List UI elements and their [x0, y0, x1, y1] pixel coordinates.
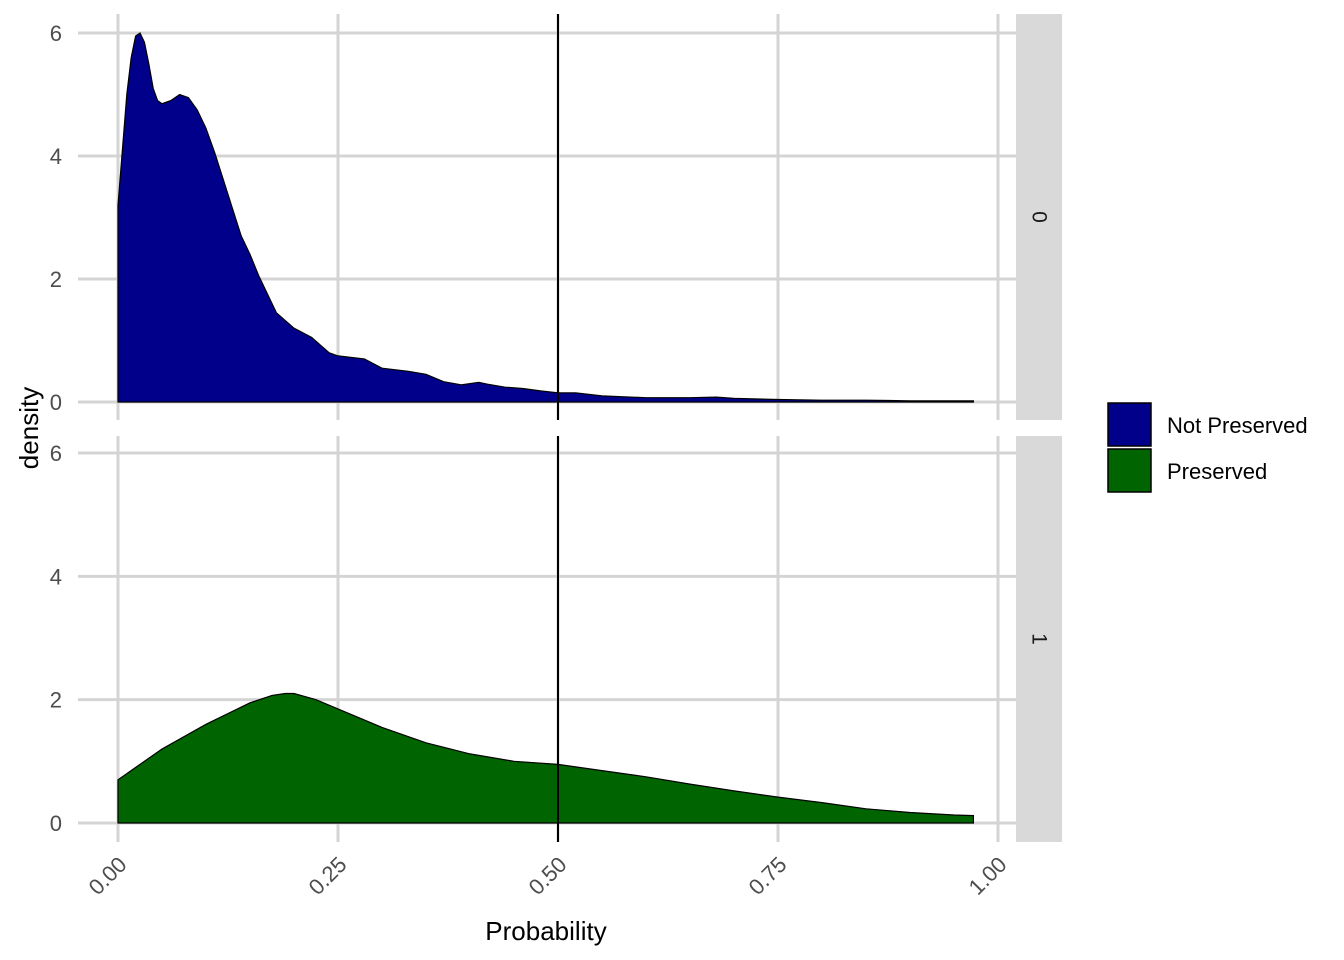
y-tick-label: 4	[50, 144, 62, 169]
y-tick-label: 6	[50, 21, 62, 46]
legend: Not Preserved Preserved	[1107, 402, 1308, 493]
panel-1: 0 2 4 6 1	[50, 436, 1062, 842]
facet-strip-label: 1	[1028, 633, 1051, 645]
x-tick-label: 0.25	[304, 852, 352, 900]
facet-strip-label: 0	[1028, 211, 1051, 223]
panel-0: 0 2 4 6 0	[50, 14, 1062, 420]
x-axis: 0.00 0.25 0.50 0.75 1.00	[84, 852, 1012, 900]
density-area-1	[117, 692, 974, 824]
density-area-0	[117, 32, 974, 403]
facet-strip-0	[1016, 14, 1062, 420]
x-axis-title: Probability	[485, 916, 606, 946]
legend-label: Preserved	[1167, 459, 1267, 484]
legend-label: Not Preserved	[1167, 413, 1308, 438]
x-tick-label: 0.50	[524, 852, 572, 900]
y-tick-label: 2	[50, 688, 62, 713]
y-tick-label: 6	[50, 441, 62, 466]
legend-swatch	[1107, 448, 1152, 493]
panels-layer: 0 2 4 6 0 0 2 4 6 1	[50, 14, 1062, 842]
y-tick-label: 0	[50, 811, 62, 836]
y-tick-label: 2	[50, 267, 62, 292]
x-tick-label: 0.00	[84, 852, 132, 900]
y-axis-title: density	[14, 387, 44, 469]
legend-swatch	[1107, 402, 1152, 447]
y-tick-label: 4	[50, 564, 62, 589]
facet-strip-1	[1016, 436, 1062, 842]
x-tick-label: 0.75	[744, 852, 792, 900]
y-tick-label: 0	[50, 390, 62, 415]
x-tick-label: 1.00	[964, 852, 1012, 900]
